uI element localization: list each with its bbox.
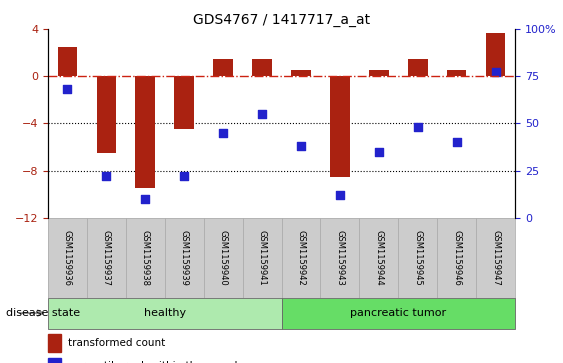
Point	[141, 196, 150, 202]
Text: GSM1159940: GSM1159940	[218, 230, 227, 286]
Bar	[399, 218, 437, 298]
Text: GSM1159941: GSM1159941	[257, 230, 266, 286]
Point	[374, 149, 383, 155]
Bar	[57, 47, 77, 76]
Point	[63, 86, 72, 92]
Bar	[213, 58, 233, 76]
Bar	[126, 218, 165, 298]
Point	[413, 124, 422, 130]
Title: GDS4767 / 1417717_a_at: GDS4767 / 1417717_a_at	[193, 13, 370, 26]
Bar	[48, 218, 87, 298]
Bar	[96, 76, 116, 153]
Text: GSM1159946: GSM1159946	[452, 230, 461, 286]
Text: GSM1159937: GSM1159937	[102, 230, 111, 286]
Bar	[48, 298, 282, 329]
Bar	[447, 70, 467, 76]
Bar	[291, 70, 311, 76]
Bar	[243, 218, 282, 298]
Bar	[175, 76, 194, 129]
Point	[452, 139, 461, 145]
Bar	[476, 218, 515, 298]
Bar	[48, 334, 61, 352]
Bar	[252, 58, 272, 76]
Text: GSM1159947: GSM1159947	[491, 230, 500, 286]
Text: GSM1159945: GSM1159945	[413, 230, 422, 286]
Text: GSM1159944: GSM1159944	[374, 230, 383, 286]
Point	[180, 174, 189, 179]
Bar	[136, 76, 155, 188]
Bar	[282, 298, 515, 329]
Text: GSM1159936: GSM1159936	[63, 230, 72, 286]
Text: GSM1159943: GSM1159943	[336, 230, 345, 286]
Text: disease state: disease state	[6, 308, 80, 318]
Point	[102, 174, 111, 179]
Bar	[48, 358, 61, 363]
Text: healthy: healthy	[144, 308, 186, 318]
Point	[297, 143, 306, 149]
Text: percentile rank within the sample: percentile rank within the sample	[68, 361, 244, 363]
Bar	[204, 218, 243, 298]
Bar	[87, 218, 126, 298]
Bar	[359, 218, 399, 298]
Bar	[165, 218, 204, 298]
Point	[491, 70, 500, 76]
Bar	[369, 70, 388, 76]
Bar	[408, 58, 427, 76]
Bar	[320, 218, 359, 298]
Text: GSM1159942: GSM1159942	[297, 230, 306, 286]
Bar	[486, 33, 506, 76]
Point	[257, 111, 266, 117]
Text: pancreatic tumor: pancreatic tumor	[350, 308, 446, 318]
Text: GSM1159939: GSM1159939	[180, 230, 189, 286]
Text: GSM1159938: GSM1159938	[141, 230, 150, 286]
Bar	[282, 218, 320, 298]
Point	[336, 192, 345, 198]
Point	[218, 130, 227, 136]
Text: transformed count: transformed count	[68, 338, 166, 348]
Bar	[437, 218, 476, 298]
Bar	[330, 76, 350, 176]
